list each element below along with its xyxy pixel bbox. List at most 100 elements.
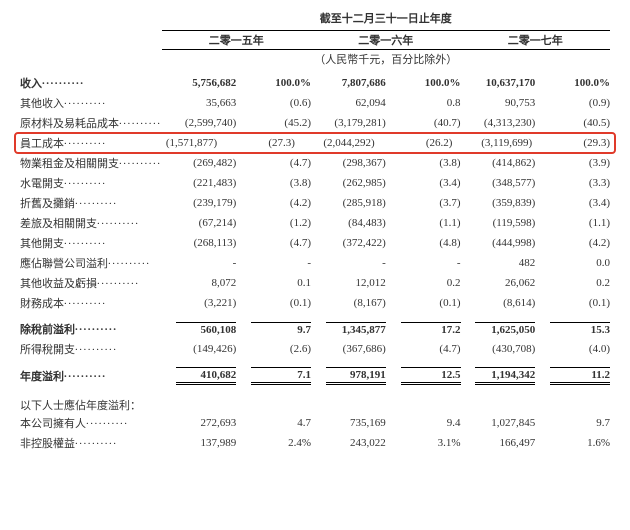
cell-value: (1.1) bbox=[535, 213, 610, 233]
cell-value: (26.2) bbox=[375, 133, 453, 153]
table-row: 其他開支..........(268,113)(4.7)(372,422)(4.… bbox=[20, 233, 610, 253]
cell-value: 3.1% bbox=[386, 433, 461, 453]
cell-value: 12,012 bbox=[311, 273, 386, 293]
cell-value: (4,313,230) bbox=[461, 113, 536, 133]
cell-value: 1,625,050 bbox=[461, 319, 536, 339]
row-label: 原材料及易耗品成本.......... bbox=[20, 113, 162, 133]
cell-value: (268,113) bbox=[162, 233, 237, 253]
cell-value: (348,577) bbox=[461, 173, 536, 193]
unit-note: （人民幣千元，百分比除外） bbox=[162, 50, 611, 74]
cell-value: 2.4% bbox=[236, 433, 311, 453]
table-row: 所得稅開支..........(149,426)(2.6)(367,686)(4… bbox=[20, 339, 610, 359]
cell-value: 0.8 bbox=[386, 93, 461, 113]
cell-value: (0.1) bbox=[236, 293, 311, 313]
year-2015: 二零一五年 bbox=[162, 31, 312, 50]
year-header-row: 二零一五年 二零一六年 二零一七年 bbox=[20, 31, 610, 50]
cell-value: 12.5 bbox=[386, 365, 461, 387]
cell-value: (67,214) bbox=[162, 213, 237, 233]
cell-value: (3.3) bbox=[535, 173, 610, 193]
unit-note-row: （人民幣千元，百分比除外） bbox=[20, 50, 610, 74]
cell-value: (0.9) bbox=[535, 93, 610, 113]
cell-value: 272,693 bbox=[162, 413, 237, 433]
row-label: 除稅前溢利.......... bbox=[20, 319, 162, 339]
cell-value: (8,614) bbox=[461, 293, 536, 313]
row-label: 折舊及攤銷.......... bbox=[20, 193, 162, 213]
year-2016: 二零一六年 bbox=[311, 31, 461, 50]
cell-value: 100.0% bbox=[386, 73, 461, 93]
cell-value: 26,062 bbox=[461, 273, 536, 293]
cell-value: (1.2) bbox=[236, 213, 311, 233]
period-title-row: 截至十二月三十一日止年度 bbox=[20, 8, 610, 31]
cell-value: 1.6% bbox=[535, 433, 610, 453]
cell-value: (0.1) bbox=[535, 293, 610, 313]
row-label: 其他收入.......... bbox=[20, 93, 162, 113]
cell-value: 1,345,877 bbox=[311, 319, 386, 339]
cell-value: 11.2 bbox=[535, 365, 610, 387]
cell-value: 137,989 bbox=[162, 433, 237, 453]
table-row: 水電開支..........(221,483)(3.8)(262,985)(3.… bbox=[20, 173, 610, 193]
cell-value: 7,807,686 bbox=[311, 73, 386, 93]
cell-value: (3.8) bbox=[386, 153, 461, 173]
cell-value: (3,221) bbox=[162, 293, 237, 313]
cell-value: (372,422) bbox=[311, 233, 386, 253]
cell-value: 735,169 bbox=[311, 413, 386, 433]
cell-value: 9.7 bbox=[535, 413, 610, 433]
cell-value: (40.5) bbox=[535, 113, 610, 133]
cell-value: (3,119,699) bbox=[452, 133, 532, 153]
cell-value: (1.1) bbox=[386, 213, 461, 233]
row-label: 其他開支.......... bbox=[20, 233, 162, 253]
cell-value: 1,027,845 bbox=[461, 413, 536, 433]
cell-value: (2.6) bbox=[236, 339, 311, 359]
attribution-section-label: 以下人士應佔年度溢利： bbox=[20, 393, 610, 413]
table-row: 原材料及易耗品成本..........(2,599,740)(45.2)(3,1… bbox=[20, 113, 610, 133]
cell-value: 978,191 bbox=[311, 365, 386, 387]
cell-value: 166,497 bbox=[461, 433, 536, 453]
table-row: 物業租金及相關開支..........(269,482)(4.7)(298,36… bbox=[20, 153, 610, 173]
table-row: 其他收入..........35,663(0.6)62,0940.890,753… bbox=[20, 93, 610, 113]
cell-value: (3.7) bbox=[386, 193, 461, 213]
cell-value: (4.7) bbox=[236, 153, 311, 173]
cell-value: 0.1 bbox=[236, 273, 311, 293]
row-label: 本公司擁有人.......... bbox=[20, 413, 162, 433]
cell-value: (444,998) bbox=[461, 233, 536, 253]
row-label: 差旅及相關開支.......... bbox=[20, 213, 162, 233]
table-row: 年度溢利..........410,6827.1978,19112.51,194… bbox=[20, 365, 610, 387]
year-2017: 二零一七年 bbox=[461, 31, 611, 50]
cell-value: 17.2 bbox=[386, 319, 461, 339]
table-row: 其他收益及虧損..........8,0720.112,0120.226,062… bbox=[20, 273, 610, 293]
cell-value: (149,426) bbox=[162, 339, 237, 359]
row-label: 所得稅開支.......... bbox=[20, 339, 162, 359]
cell-value: 35,663 bbox=[162, 93, 237, 113]
row-label: 收入.......... bbox=[20, 73, 162, 93]
cell-value: 5,756,682 bbox=[162, 73, 237, 93]
cell-value: 482 bbox=[461, 253, 536, 273]
cell-value: - bbox=[311, 253, 386, 273]
table-row: 非控股權益..........137,9892.4%243,0223.1%166… bbox=[20, 433, 610, 453]
cell-value: (414,862) bbox=[461, 153, 536, 173]
cell-value: (3.9) bbox=[535, 153, 610, 173]
row-label: 應佔聯營公司溢利.......... bbox=[20, 253, 162, 273]
cell-value: 560,108 bbox=[162, 319, 237, 339]
table-row: 除稅前溢利..........560,1089.71,345,87717.21,… bbox=[20, 319, 610, 339]
cell-value: 9.7 bbox=[236, 319, 311, 339]
table-row: 員工成本..........(1,571,877)(27.3)(2,044,29… bbox=[20, 133, 610, 153]
cell-value: 100.0% bbox=[535, 73, 610, 93]
cell-value: - bbox=[162, 253, 237, 273]
cell-value: 0.0 bbox=[535, 253, 610, 273]
cell-value: (0.6) bbox=[236, 93, 311, 113]
cell-value: 410,682 bbox=[162, 365, 237, 387]
cell-value: (262,985) bbox=[311, 173, 386, 193]
table-row: 收入..........5,756,682100.0%7,807,686100.… bbox=[20, 73, 610, 93]
table-row: 財務成本..........(3,221)(0.1)(8,167)(0.1)(8… bbox=[20, 293, 610, 313]
cell-value: (3.4) bbox=[535, 193, 610, 213]
cell-value: 0.2 bbox=[386, 273, 461, 293]
row-label: 其他收益及虧損.......... bbox=[20, 273, 162, 293]
cell-value: 100.0% bbox=[236, 73, 311, 93]
row-label: 水電開支.......... bbox=[20, 173, 162, 193]
cell-value: (298,367) bbox=[311, 153, 386, 173]
row-label: 財務成本.......... bbox=[20, 293, 162, 313]
table-row: 差旅及相關開支..........(67,214)(1.2)(84,483)(1… bbox=[20, 213, 610, 233]
cell-value: 9.4 bbox=[386, 413, 461, 433]
cell-value: 1,194,342 bbox=[461, 365, 536, 387]
cell-value: 0.2 bbox=[535, 273, 610, 293]
